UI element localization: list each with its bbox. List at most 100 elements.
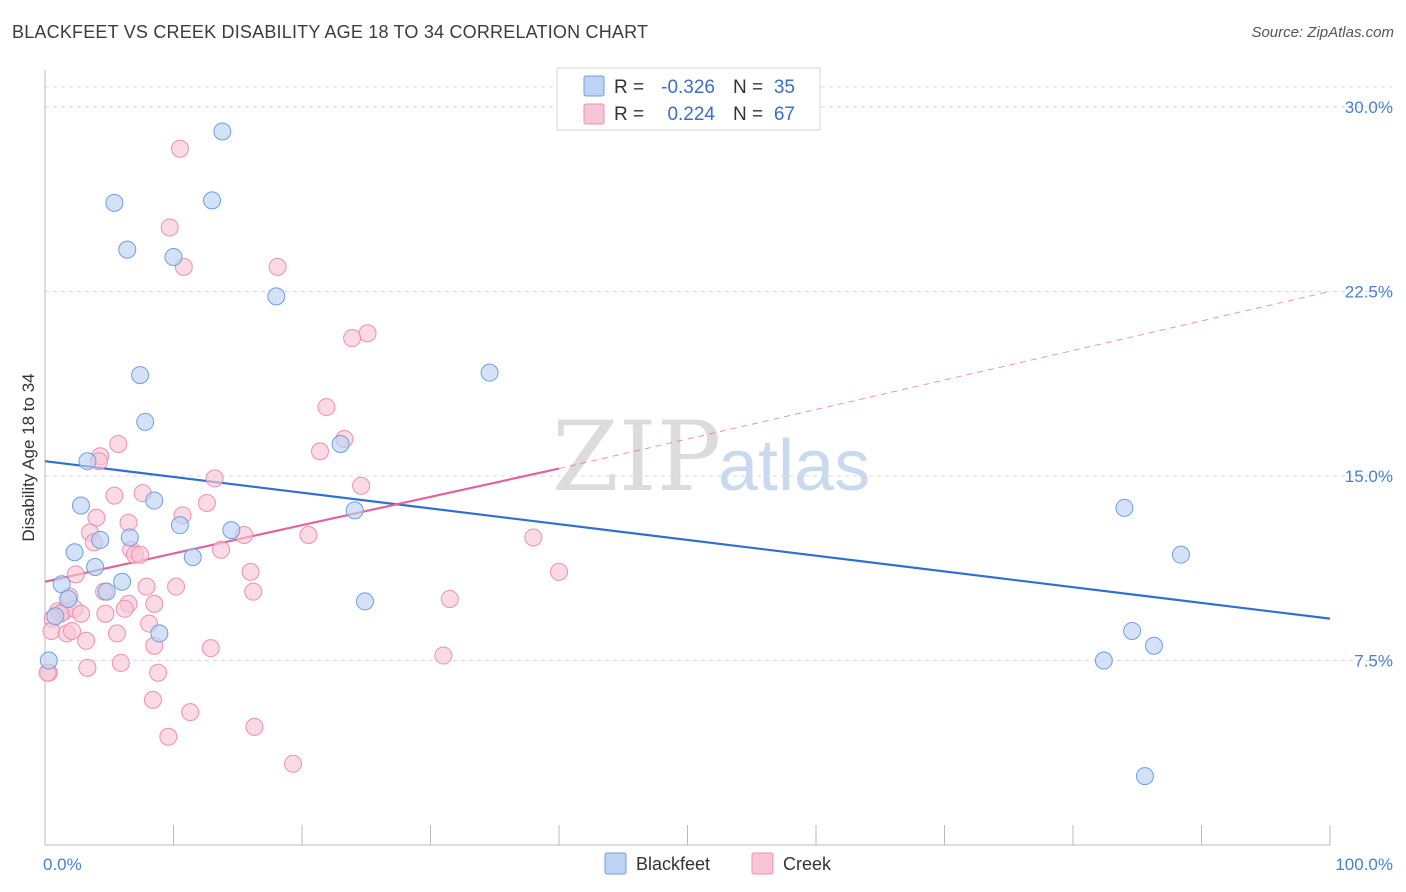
blackfeet-point bbox=[267, 287, 286, 306]
x-tick-label: 100.0% bbox=[1335, 855, 1393, 874]
blackfeet-point bbox=[86, 557, 105, 576]
creek-point bbox=[205, 469, 224, 488]
blackfeet-point bbox=[39, 651, 58, 670]
series-legend-label-blackfeet: Blackfeet bbox=[636, 854, 710, 874]
creek-point bbox=[42, 621, 61, 640]
creek-point bbox=[284, 754, 303, 773]
watermark-atlas: atlas bbox=[718, 426, 870, 506]
data-points bbox=[38, 122, 1190, 786]
watermark: ZIP atlas bbox=[552, 401, 870, 513]
blackfeet-point bbox=[1123, 621, 1142, 640]
creek-point bbox=[197, 494, 216, 513]
blackfeet-point bbox=[91, 530, 110, 549]
creek-point bbox=[111, 653, 130, 672]
creek-point bbox=[310, 442, 329, 461]
creek-point bbox=[201, 639, 220, 658]
creek-point bbox=[137, 577, 156, 596]
blackfeet-point bbox=[71, 496, 90, 515]
blackfeet-point bbox=[78, 452, 97, 471]
blackfeet-point bbox=[164, 247, 183, 266]
blackfeet-point bbox=[145, 491, 164, 510]
creek-point bbox=[167, 577, 186, 596]
y-tick-label: 22.5% bbox=[1345, 282, 1393, 301]
creek-point bbox=[268, 257, 287, 276]
creek-point bbox=[149, 663, 168, 682]
series-legend-label-creek: Creek bbox=[783, 854, 832, 874]
blackfeet-point bbox=[59, 589, 78, 608]
creek-trend-line bbox=[44, 467, 560, 583]
creek-point bbox=[105, 486, 124, 505]
series-legend: Blackfeet Creek bbox=[604, 852, 832, 875]
blackfeet-point bbox=[345, 501, 364, 520]
creek-point bbox=[62, 621, 81, 640]
legend-r-label: R = bbox=[614, 104, 644, 125]
chart-title: BLACKFEET VS CREEK DISABILITY AGE 18 TO … bbox=[12, 22, 649, 42]
x-tick-labels: 0.0% 100.0% bbox=[43, 855, 1393, 874]
blackfeet-point bbox=[480, 363, 499, 382]
blackfeet-point bbox=[131, 366, 150, 385]
y-tick-label: 30.0% bbox=[1345, 98, 1393, 117]
creek-point bbox=[170, 139, 189, 158]
blackfeet-point bbox=[1094, 651, 1113, 670]
correlation-legend: R = -0.326 N = 35 R = 0.224 N = 67 bbox=[556, 67, 821, 131]
creek-point bbox=[145, 594, 164, 613]
blackfeet-point bbox=[183, 548, 202, 567]
watermark-zip: ZIP bbox=[552, 401, 721, 513]
creek-point bbox=[160, 218, 179, 237]
axes bbox=[44, 70, 1331, 846]
blackfeet-point bbox=[170, 516, 189, 535]
blackfeet-point bbox=[65, 543, 84, 562]
legend-n-label: N = bbox=[733, 104, 763, 125]
y-tick-label: 15.0% bbox=[1345, 467, 1393, 486]
creek-point bbox=[352, 476, 371, 495]
blackfeet-point bbox=[1144, 636, 1163, 655]
creek-point bbox=[244, 582, 263, 601]
blackfeet-point bbox=[1115, 498, 1134, 517]
creek-point bbox=[524, 528, 543, 547]
blackfeet-point bbox=[118, 240, 137, 259]
x-tick-label: 0.0% bbox=[43, 855, 82, 874]
blackfeet-point bbox=[113, 572, 132, 591]
creek-point bbox=[159, 727, 178, 746]
blackfeet-trend-line bbox=[44, 460, 1331, 620]
creek-point bbox=[358, 324, 377, 343]
legend-swatch-blackfeet bbox=[583, 75, 605, 97]
creek-point bbox=[245, 717, 264, 736]
series-legend-swatch-creek bbox=[751, 852, 774, 875]
creek-point bbox=[107, 624, 126, 643]
blackfeet-point bbox=[331, 434, 350, 453]
blackfeet-point bbox=[1171, 545, 1190, 564]
legend-n-value-creek: 67 bbox=[774, 104, 795, 125]
creek-point bbox=[77, 631, 96, 650]
legend-swatch-creek bbox=[583, 103, 605, 125]
blackfeet-point bbox=[120, 528, 139, 547]
legend-r-value-blackfeet: -0.326 bbox=[661, 77, 715, 98]
source-credit: Source: ZipAtlas.com bbox=[1251, 24, 1394, 41]
creek-point bbox=[143, 690, 162, 709]
creek-point bbox=[299, 526, 318, 544]
legend-n-label: N = bbox=[733, 77, 763, 98]
legend-n-value-blackfeet: 35 bbox=[774, 77, 795, 98]
y-tick-labels: 7.5% 15.0% 22.5% 30.0% bbox=[1345, 98, 1393, 671]
blackfeet-point bbox=[222, 521, 241, 540]
creek-point bbox=[131, 545, 150, 564]
creek-point bbox=[212, 540, 231, 559]
y-tick-label: 7.5% bbox=[1354, 651, 1393, 670]
blackfeet-point bbox=[203, 191, 222, 210]
creek-point bbox=[434, 646, 453, 665]
creek-point bbox=[181, 703, 200, 722]
legend-r-label: R = bbox=[614, 77, 644, 98]
creek-point bbox=[96, 604, 115, 623]
creek-point bbox=[440, 589, 459, 608]
creek-point bbox=[66, 565, 85, 584]
y-axis-label: Disability Age 18 to 34 bbox=[19, 373, 38, 541]
trend-lines bbox=[44, 290, 1331, 620]
creek-point bbox=[115, 599, 134, 618]
creek-point bbox=[78, 658, 97, 677]
blackfeet-point bbox=[1135, 767, 1154, 786]
series-legend-swatch-blackfeet bbox=[604, 852, 627, 875]
creek-point bbox=[109, 434, 128, 453]
blackfeet-point bbox=[355, 592, 374, 611]
blackfeet-point bbox=[97, 582, 116, 601]
